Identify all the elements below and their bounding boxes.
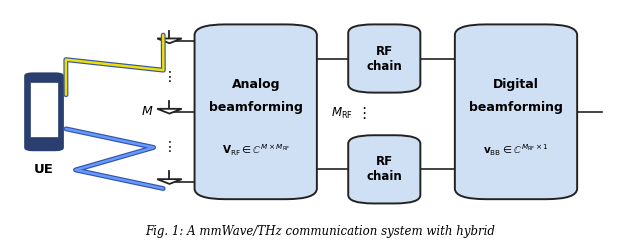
Polygon shape <box>157 38 182 43</box>
Text: UE: UE <box>34 163 54 176</box>
Text: $M_{\mathrm{RF}}$: $M_{\mathrm{RF}}$ <box>331 106 353 122</box>
FancyBboxPatch shape <box>455 24 577 199</box>
Circle shape <box>50 77 57 79</box>
Bar <box>29 82 58 137</box>
FancyBboxPatch shape <box>195 24 317 199</box>
FancyBboxPatch shape <box>348 135 420 203</box>
Text: Analog: Analog <box>232 78 280 91</box>
FancyBboxPatch shape <box>25 74 63 150</box>
Bar <box>37 77 51 79</box>
Text: ⋮: ⋮ <box>163 140 177 154</box>
Text: $M$: $M$ <box>141 105 154 118</box>
FancyBboxPatch shape <box>348 24 420 93</box>
Text: Digital: Digital <box>493 78 539 91</box>
Text: RF
chain: RF chain <box>367 45 402 73</box>
Polygon shape <box>157 179 182 184</box>
Text: ⋮: ⋮ <box>163 70 177 84</box>
Text: RF
chain: RF chain <box>367 155 402 183</box>
Polygon shape <box>157 109 182 114</box>
Text: $\mathbf{v}_{\mathrm{BB}}\in\mathbb{C}^{M_{\mathrm{RF}}\times 1}$: $\mathbf{v}_{\mathrm{BB}}\in\mathbb{C}^{… <box>483 142 549 158</box>
Text: ⋮: ⋮ <box>356 106 372 122</box>
Text: Fig. 1: A mmWave/THz communication system with hybrid: Fig. 1: A mmWave/THz communication syste… <box>145 225 495 238</box>
Text: beamforming: beamforming <box>209 101 303 114</box>
Text: beamforming: beamforming <box>469 101 563 114</box>
Text: $\mathbf{V}_{\mathrm{RF}}\in\mathbb{C}^{M\times M_{\mathrm{RF}}}$: $\mathbf{V}_{\mathrm{RF}}\in\mathbb{C}^{… <box>221 142 290 158</box>
